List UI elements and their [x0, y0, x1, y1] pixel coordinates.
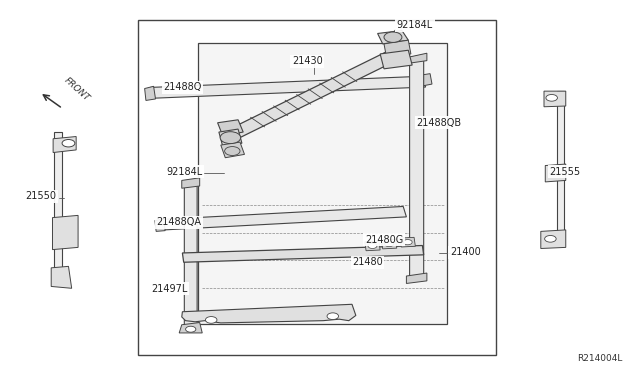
- Polygon shape: [51, 266, 72, 288]
- Polygon shape: [53, 137, 76, 153]
- Circle shape: [205, 317, 217, 323]
- Polygon shape: [557, 91, 564, 246]
- Polygon shape: [410, 55, 424, 279]
- Circle shape: [220, 132, 241, 144]
- Polygon shape: [406, 53, 427, 64]
- Polygon shape: [365, 241, 380, 251]
- Polygon shape: [380, 50, 412, 69]
- Circle shape: [385, 241, 394, 247]
- Polygon shape: [384, 40, 411, 58]
- Text: 21550: 21550: [26, 192, 56, 201]
- Circle shape: [225, 147, 240, 155]
- Polygon shape: [219, 129, 242, 146]
- Polygon shape: [221, 142, 244, 158]
- Circle shape: [62, 140, 75, 147]
- Polygon shape: [198, 43, 447, 324]
- Polygon shape: [545, 164, 566, 182]
- Polygon shape: [150, 76, 426, 98]
- Polygon shape: [155, 219, 165, 231]
- Polygon shape: [381, 239, 397, 249]
- Polygon shape: [218, 120, 243, 136]
- Text: 21488QB: 21488QB: [416, 118, 461, 128]
- Text: 21430: 21430: [292, 57, 323, 66]
- Polygon shape: [378, 31, 408, 44]
- Polygon shape: [179, 323, 202, 333]
- Text: 92184L: 92184L: [397, 20, 433, 30]
- Text: 21400: 21400: [450, 247, 481, 257]
- Polygon shape: [182, 304, 356, 323]
- Polygon shape: [138, 20, 496, 355]
- Polygon shape: [52, 215, 78, 250]
- Polygon shape: [420, 74, 432, 86]
- Circle shape: [546, 94, 557, 101]
- Polygon shape: [544, 91, 566, 107]
- Circle shape: [545, 235, 556, 242]
- Text: 21480: 21480: [352, 257, 383, 267]
- Text: 21497L: 21497L: [151, 284, 188, 294]
- Text: 21488QA: 21488QA: [156, 217, 201, 227]
- Circle shape: [384, 32, 402, 42]
- Polygon shape: [400, 237, 415, 247]
- Polygon shape: [145, 86, 156, 100]
- Circle shape: [327, 313, 339, 320]
- Polygon shape: [541, 230, 566, 248]
- Text: 21480G: 21480G: [365, 235, 403, 245]
- Polygon shape: [161, 206, 406, 230]
- Text: R214004L: R214004L: [577, 355, 622, 363]
- Text: 92184L: 92184L: [166, 167, 203, 177]
- Circle shape: [186, 326, 196, 332]
- Polygon shape: [182, 246, 424, 262]
- Polygon shape: [54, 132, 62, 283]
- Polygon shape: [184, 180, 197, 329]
- Circle shape: [403, 240, 412, 245]
- Text: FRONT: FRONT: [63, 76, 92, 103]
- Polygon shape: [228, 51, 399, 138]
- Text: 21555: 21555: [549, 167, 580, 177]
- Circle shape: [368, 243, 377, 248]
- Text: 21488Q: 21488Q: [163, 82, 202, 92]
- Polygon shape: [182, 178, 200, 188]
- Polygon shape: [406, 273, 427, 283]
